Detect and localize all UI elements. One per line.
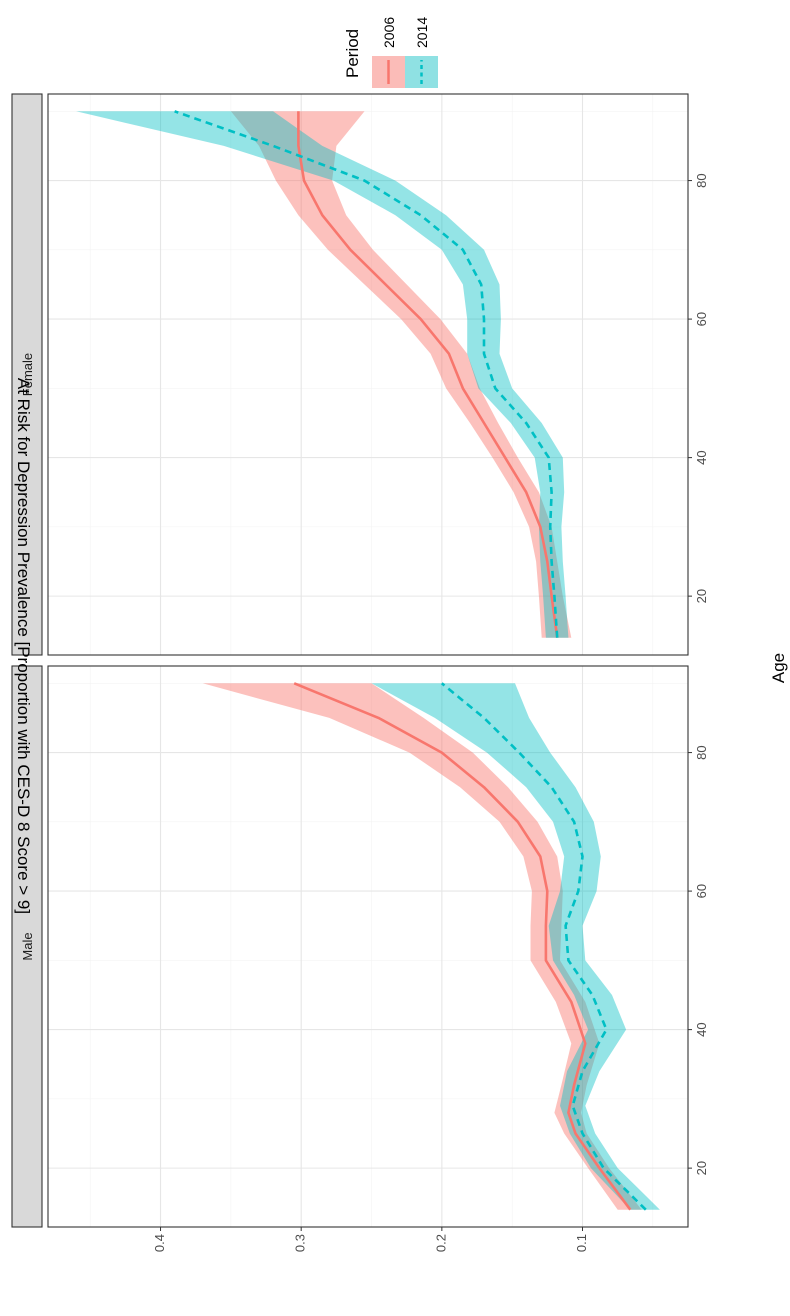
panel-female: Female 20 40 60 80 (11, 93, 709, 656)
legend-title: Period (343, 29, 362, 78)
x-tick-label: 40 (694, 1022, 709, 1036)
y-tick-labels: 0.1 0.2 0.3 0.4 (152, 1234, 589, 1252)
y-tick-label: 0.1 (574, 1234, 589, 1252)
legend-label-2014: 2014 (414, 17, 430, 48)
x-tick-label: 60 (694, 884, 709, 898)
y-tick-label: 0.2 (433, 1234, 448, 1252)
panel-male: Male 20 40 60 80 (11, 665, 709, 1231)
strip-label-female: Female (20, 353, 35, 396)
x-tick-label: 60 (694, 312, 709, 326)
y-axis-label: At Risk for Depression Prevalence [Propo… (14, 378, 33, 914)
panel-border (47, 93, 689, 656)
strip-male (11, 665, 43, 1228)
panel-background (48, 666, 688, 1227)
x-tick-label: 20 (694, 589, 709, 603)
x-tick-label: 40 (694, 450, 709, 464)
panel-border (47, 665, 689, 1228)
x-axis-label: Age (769, 653, 788, 683)
ribbon-2014-female (76, 111, 569, 638)
ribbon-2014-male (371, 683, 660, 1210)
ribbon-2006-male (202, 683, 642, 1210)
legend-label-2006: 2006 (381, 17, 397, 48)
x-tick-label: 80 (694, 173, 709, 187)
x-tick-label: 20 (694, 1161, 709, 1175)
x-tick-label: 80 (694, 745, 709, 759)
strip-female (11, 93, 43, 656)
panel-background (48, 94, 688, 655)
line-2014-male (440, 682, 647, 1211)
y-tick-label: 0.3 (293, 1234, 308, 1252)
legend: Period 2006 2014 (343, 17, 438, 88)
strip-label-male: Male (20, 932, 35, 960)
y-tick-label: 0.4 (152, 1234, 167, 1252)
line-2006-female (297, 111, 559, 638)
legend-key-2014 (405, 56, 438, 88)
line-2006-male (293, 682, 632, 1211)
chart-panels: Male 20 40 60 80 Female 20 40 60 80 (11, 93, 709, 1231)
